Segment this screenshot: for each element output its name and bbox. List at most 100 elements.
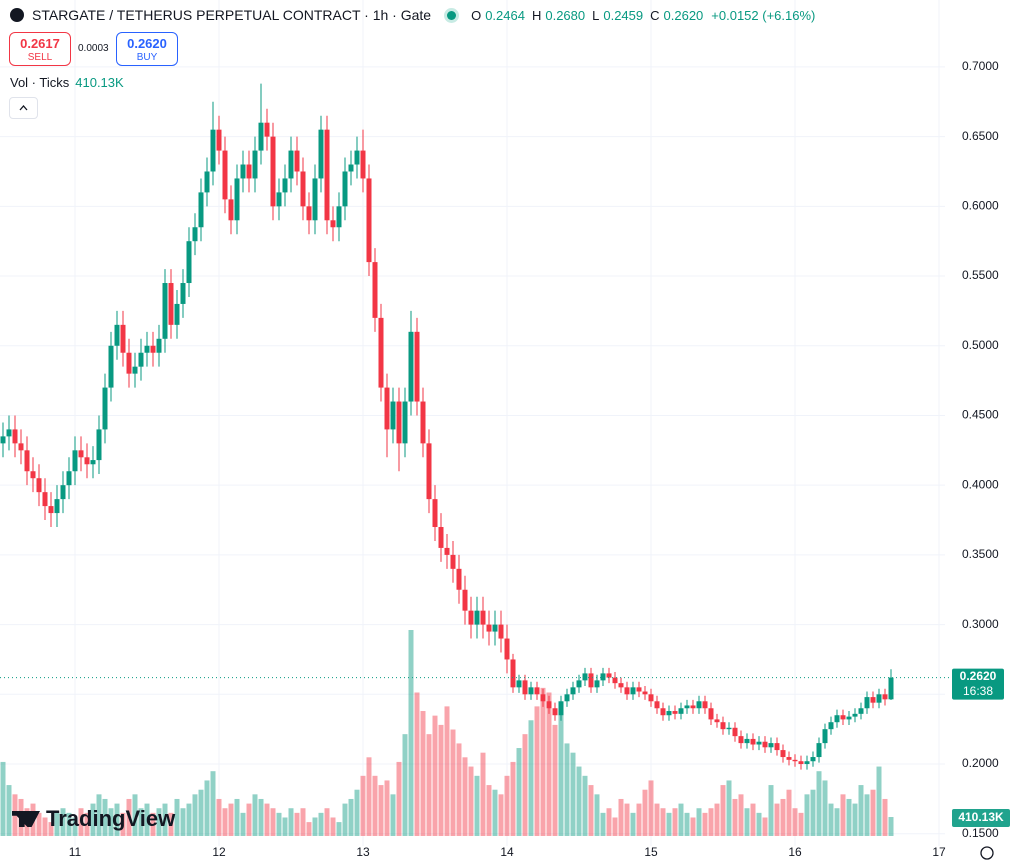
sell-label: SELL (27, 52, 53, 63)
candle-body (882, 694, 888, 700)
volume-bar (654, 803, 660, 836)
candle-body (456, 568, 462, 590)
volume-bar (696, 808, 702, 836)
volume-bar (324, 808, 330, 836)
candle-body (564, 694, 570, 702)
volume-tag-label: 410.13K (958, 810, 1004, 824)
volume-bar (66, 812, 72, 836)
volume-bar (504, 775, 510, 836)
volume-bar (810, 789, 816, 836)
volume-bar (840, 794, 846, 836)
candle-body (498, 624, 504, 639)
candle-body (306, 206, 312, 221)
volume-bar (336, 822, 342, 836)
volume-bar (36, 812, 42, 836)
candle-body (168, 283, 174, 325)
volume-bar (306, 822, 312, 836)
volume-bar (276, 812, 282, 836)
candle-body (762, 741, 768, 748)
volume-bar (432, 715, 438, 836)
volume-bar (570, 752, 576, 836)
settings-icon[interactable] (980, 846, 994, 860)
candle-body (126, 352, 132, 374)
buy-button[interactable]: 0.2620 BUY (116, 32, 178, 66)
candle-body (300, 171, 306, 207)
candle-body (372, 262, 378, 318)
volume-bar (426, 734, 432, 836)
candle-body (576, 680, 582, 688)
indicator: Vol · Ticks 410.13K (10, 75, 124, 90)
candle-body (702, 701, 708, 709)
volume-bar (540, 687, 546, 836)
volume-bar (228, 803, 234, 836)
volume-bar (546, 692, 552, 836)
candle-body (594, 680, 600, 688)
candle-body (288, 150, 294, 179)
volume-bar (876, 766, 882, 836)
y-tick-label: 0.5000 (962, 338, 999, 352)
candle-body (738, 736, 744, 744)
volume-bar (420, 711, 426, 836)
volume-bar (798, 812, 804, 836)
volume-bar (738, 794, 744, 836)
volume-bar (6, 785, 12, 836)
candle-body (402, 401, 408, 444)
volume-bar (792, 808, 798, 836)
volume-bar (720, 785, 726, 836)
candle-body (276, 192, 282, 207)
candle-body (264, 122, 270, 137)
volume-bar (762, 817, 768, 836)
symbol-icon (10, 8, 24, 22)
candle-body (630, 687, 636, 695)
candle-body (222, 150, 228, 200)
volume-bar (72, 817, 78, 836)
countdown: 16:38 (963, 684, 993, 698)
candle-body (726, 727, 732, 730)
volume-bar (582, 775, 588, 836)
candle-body (114, 324, 120, 346)
x-tick-label: 13 (356, 845, 370, 859)
candle-body (636, 687, 642, 692)
volume-bar (354, 789, 360, 836)
candle-body (360, 150, 366, 179)
candle-body (60, 485, 66, 500)
volume-bar (366, 757, 372, 836)
candle-body (588, 673, 594, 688)
candle-body (642, 691, 648, 695)
candle-body (888, 677, 894, 700)
volume-bar (684, 812, 690, 836)
candle-body (234, 178, 240, 221)
collapse-button[interactable] (9, 97, 38, 119)
candle-body (798, 761, 804, 765)
candle-body (792, 759, 798, 762)
volume-bar (378, 785, 384, 836)
volume-bar (282, 817, 288, 836)
y-tick-label: 0.7000 (962, 59, 999, 73)
ohlc-key: H (531, 7, 542, 23)
volume-bar (528, 720, 534, 836)
ohlc-value: 0.2680 (545, 7, 586, 23)
candle-body (282, 178, 288, 193)
sell-button[interactable]: 0.2617 SELL (9, 32, 71, 66)
volume-bar (660, 808, 666, 836)
volume-bar (534, 706, 540, 836)
candle-body (24, 450, 30, 472)
volume-bar (342, 803, 348, 836)
candle-body (516, 680, 522, 688)
volume-bar (702, 812, 708, 836)
candle-body (156, 338, 162, 353)
volume-bar (510, 761, 516, 836)
volume-bar (48, 822, 54, 836)
candle-body (228, 199, 234, 221)
y-tick-label: 0.5500 (962, 268, 999, 282)
volume-bar (816, 771, 822, 836)
volume-bar (132, 794, 138, 836)
spread: 0.0003 (78, 43, 109, 54)
candle-body (774, 743, 780, 751)
volume-bar (198, 789, 204, 836)
ohlc-value: 0.2459 (603, 7, 644, 23)
candle-body (426, 443, 432, 500)
volume-tag (952, 809, 1010, 828)
volume-bar (438, 724, 444, 836)
y-tick-label: 0.3000 (962, 617, 999, 631)
